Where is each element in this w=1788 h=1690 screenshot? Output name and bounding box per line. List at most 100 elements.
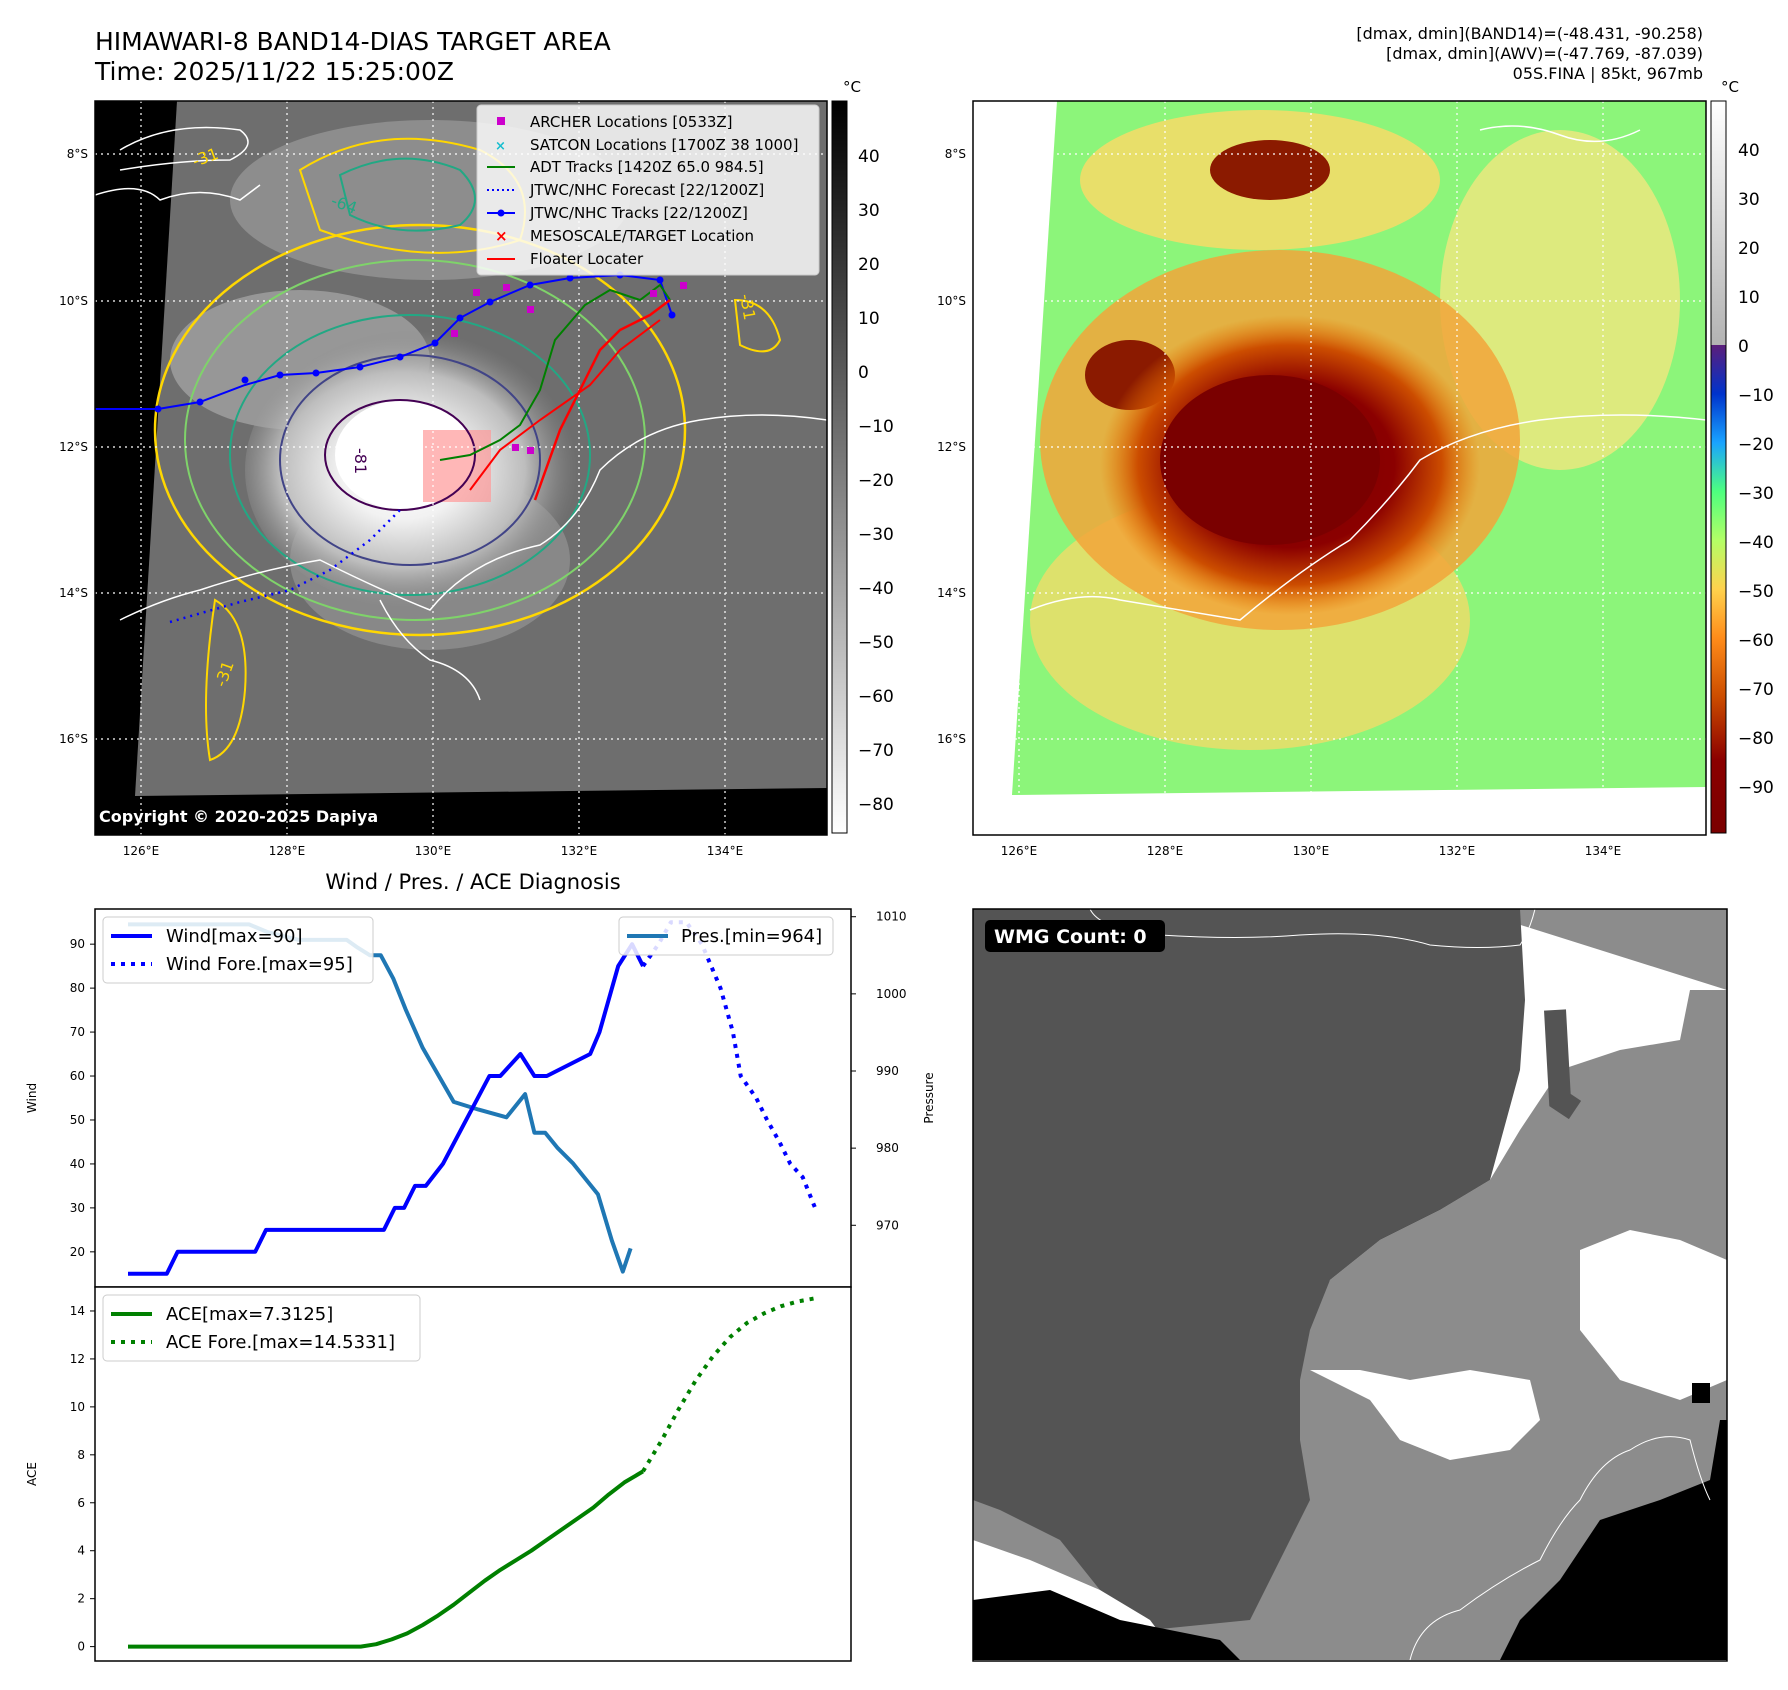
legend-entry-adt: ADT Tracks [1420Z 65.0 984.5]	[487, 158, 764, 176]
wind-tick-label: 40	[70, 1157, 85, 1171]
contour-yellow-east	[733, 298, 782, 353]
ir-cbar-tick: −30	[858, 525, 894, 545]
wmg-dark-gray-region	[973, 909, 1525, 1630]
band14-range-label: [dmax, dmin](BAND14)=(-48.431, -90.258)	[1356, 24, 1703, 43]
ir-lon-label: 130°E	[415, 844, 452, 858]
ir-cbar-tick: −70	[858, 741, 894, 761]
ace-tick-label: 2	[77, 1592, 85, 1606]
wind-legend: Wind[max=90] Wind Fore.[max=95]	[102, 916, 374, 984]
awv-lon-label: 134°E	[1585, 844, 1622, 858]
awv-lat-label: 8°S	[945, 147, 966, 161]
ace-tick-label: 4	[77, 1544, 85, 1558]
diagnosis-title: Wind / Pres. / ACE Diagnosis	[325, 870, 620, 894]
ir-lon-label: 126°E	[123, 844, 160, 858]
wind-tick-label: 80	[70, 981, 85, 995]
legend-label-forecast: JTWC/NHC Forecast [22/1200Z]	[529, 181, 764, 199]
legend-entry-archer: ARCHER Locations [0533Z]	[497, 113, 733, 131]
ir-cbar-tick: −60	[858, 687, 894, 707]
awv-cbar-tick: −30	[1738, 484, 1774, 504]
ace-y-ticks: 0 2 4 6 8 10 12 14	[70, 1304, 95, 1654]
wind-line	[128, 942, 645, 1276]
ir-cbar-tick: 20	[858, 255, 880, 275]
awv-cbar-tick: 10	[1738, 288, 1760, 308]
legend-wind: Wind[max=90]	[166, 926, 303, 947]
ir-cbar-tick: 0	[858, 363, 869, 383]
adt-track-line	[439, 283, 671, 461]
floater-locater-line	[533, 299, 671, 501]
ir-lat-label: 10°S	[59, 294, 88, 308]
ir-lon-label: 134°E	[707, 844, 744, 858]
floater-locater-line-2	[469, 319, 661, 491]
contour-purple-inner	[324, 399, 476, 511]
wind-tick-label: 20	[70, 1245, 85, 1259]
awv-cbar-tick: 20	[1738, 239, 1760, 259]
awv-colorbar-frame	[1710, 100, 1727, 834]
legend-label-adt: ADT Tracks [1420Z 65.0 984.5]	[530, 158, 764, 176]
awv-colorbar-ticks: 40 30 20 10 0 −10 −20 −30 −40 −50 −60 −7…	[1738, 141, 1774, 798]
ir-legend: ARCHER Locations [0533Z] × SATCON Locati…	[476, 104, 820, 276]
contour-teal-north	[338, 157, 476, 232]
diagnosis-panel: Wind / Pres. / ACE Diagnosis 20304050607…	[25, 870, 936, 1662]
ir-lat-labels: 8°S 10°S 12°S 14°S 16°S	[59, 147, 88, 746]
wmg-black-region-se	[1500, 1420, 1727, 1660]
ace-legend: ACE[max=7.3125] ACE Fore.[max=14.5331]	[102, 1294, 421, 1362]
awv-cbar-tick: −90	[1738, 778, 1774, 798]
awv-cbar-tick: −80	[1738, 729, 1774, 749]
figure-time: Time: 2025/11/22 15:25:00Z	[94, 57, 454, 86]
pressure-tick-label: 980	[876, 1141, 899, 1155]
awv-lat-label: 16°S	[937, 732, 966, 746]
pressure-tick-label: 1010	[876, 910, 907, 924]
wmg-frame	[972, 908, 1728, 1662]
jtwc-track-line	[95, 273, 673, 410]
awv-lon-label: 132°E	[1439, 844, 1476, 858]
awv-lon-label: 126°E	[1001, 844, 1038, 858]
awv-cbar-tick: −50	[1738, 582, 1774, 602]
coastline-north	[95, 184, 261, 201]
ir-gridlines	[95, 101, 827, 835]
ir-lat-label: 12°S	[59, 440, 88, 454]
awv-cbar-tick: −10	[1738, 386, 1774, 406]
awv-panel: 126°E 128°E 130°E 132°E 134°E 8°S 10°S 1…	[937, 78, 1774, 858]
figure-title: HIMAWARI-8 BAND14-DIAS TARGET AREA	[95, 27, 611, 56]
coastline-peninsula	[379, 599, 481, 701]
legend-label-floater: Floater Locater	[530, 250, 644, 268]
contour-lightgreen	[184, 259, 646, 621]
wind-tick-label: 70	[70, 1025, 85, 1039]
legend-ace: ACE[max=7.3125]	[166, 1304, 333, 1325]
legend-entry-tracks: JTWC/NHC Tracks [22/1200Z]	[487, 204, 748, 222]
wind-y-label: Wind	[25, 1083, 39, 1113]
ir-panel: -81 -31 -64 -31 -31 Copyright © 2020-202…	[59, 78, 894, 858]
pressure-tick-label: 970	[876, 1218, 899, 1232]
wmg-white-region-mid	[1310, 1370, 1540, 1460]
ace-line	[128, 1469, 645, 1649]
wmg-white-region-east	[1580, 1230, 1727, 1400]
wmg-mid-gray-region	[973, 909, 1727, 1660]
ir-lon-labels: 126°E 128°E 130°E 132°E 134°E	[123, 844, 744, 858]
awv-coastline-north	[1479, 125, 1641, 143]
legend-label-tracks: JTWC/NHC Tracks [22/1200Z]	[529, 204, 748, 222]
ir-cbar-tick: −50	[858, 633, 894, 653]
awv-lat-label: 12°S	[937, 440, 966, 454]
wmg-count-badge: WMG Count: 0	[994, 926, 1147, 948]
awv-lon-label: 130°E	[1293, 844, 1330, 858]
storm-info-label: 05S.FINA | 85kt, 967mb	[1513, 64, 1703, 83]
ace-y-label: ACE	[25, 1462, 39, 1486]
ir-lon-label: 132°E	[561, 844, 598, 858]
ace-tick-label: 14	[70, 1304, 85, 1318]
awv-cbar-tick: −20	[1738, 435, 1774, 455]
awv-cbar-tick: −40	[1738, 533, 1774, 553]
wind-tick-label: 30	[70, 1201, 85, 1215]
legend-entry-floater: Floater Locater	[487, 250, 644, 268]
legend-ace-fore: ACE Fore.[max=14.5331]	[166, 1332, 395, 1353]
awv-colorbar-top	[1711, 101, 1726, 345]
awv-cbar-tick: −70	[1738, 680, 1774, 700]
awv-coastline	[1029, 414, 1706, 621]
ir-cbar-tick: −10	[858, 417, 894, 437]
svg-text:×: ×	[495, 227, 508, 245]
legend-label-target: MESOSCALE/TARGET Location	[530, 227, 754, 245]
awv-lon-labels: 126°E 128°E 130°E 132°E 134°E	[1001, 844, 1622, 858]
ir-lat-label: 8°S	[67, 147, 88, 161]
contour-purple-outer	[279, 354, 541, 566]
legend-label-satcon: SATCON Locations [1700Z 38 1000]	[530, 136, 798, 154]
wind-tick-label: 60	[70, 1069, 85, 1083]
